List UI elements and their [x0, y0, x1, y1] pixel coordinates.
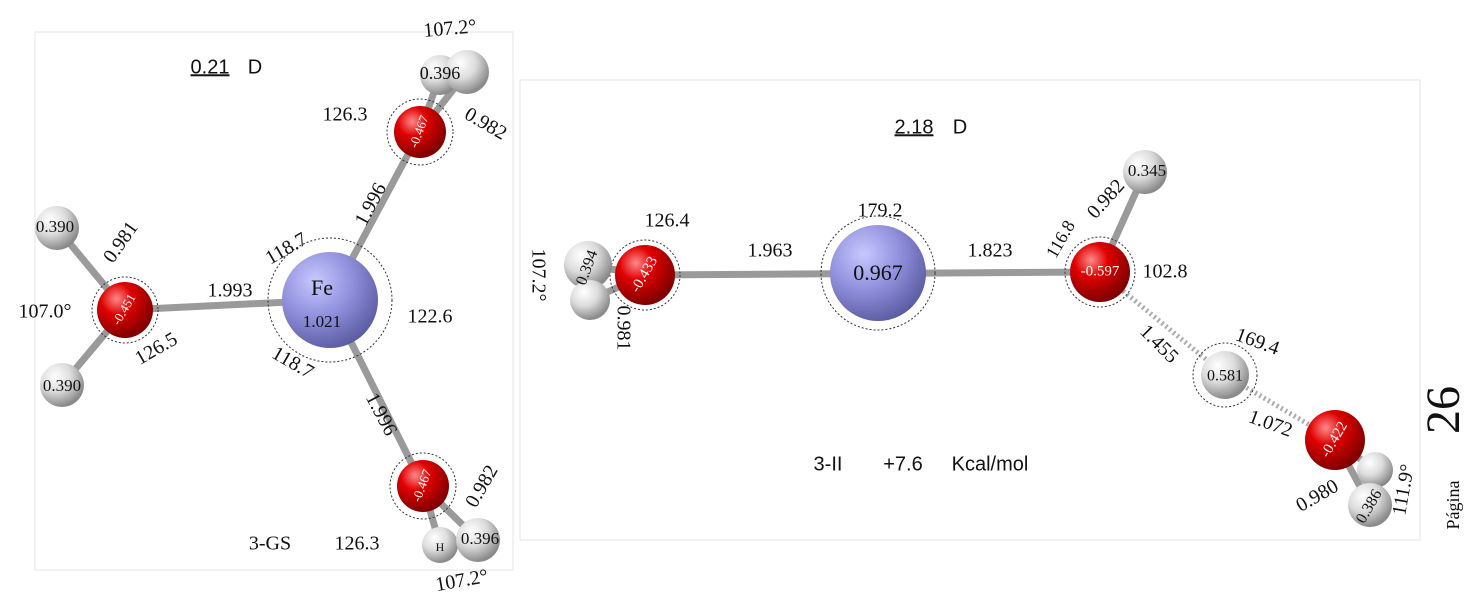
- angle-label: 107.2°: [527, 249, 549, 302]
- dipole-value: 2.18: [895, 116, 934, 138]
- charge-label: 0.345: [1128, 161, 1166, 180]
- distance-label: 1.823: [968, 240, 1013, 262]
- charge-label: 0.396: [420, 63, 461, 83]
- distance-label: 1.963: [748, 240, 793, 262]
- angle-label: 102.8: [1143, 261, 1188, 283]
- atom-symbol: H: [436, 540, 445, 554]
- angle-label: 126.3: [335, 533, 380, 555]
- distance-label: 0.981: [99, 217, 143, 266]
- distance-label: 0.981: [612, 306, 634, 351]
- charge-label: -0.597: [1081, 263, 1120, 279]
- energy-unit: Kcal/mol: [952, 453, 1029, 475]
- h-atom: [570, 280, 610, 320]
- distance-label: 0.982: [461, 461, 503, 511]
- atom-charge: 0.967: [853, 260, 903, 285]
- distance-label: 1.993: [208, 280, 253, 302]
- h-atom: [1357, 452, 1393, 488]
- energy-value: +7.6: [883, 453, 922, 475]
- distance-label: 0.982: [461, 103, 511, 145]
- dipole-value: 0.21: [191, 56, 230, 78]
- charge-label: 0.390: [43, 376, 81, 395]
- angle-label: 126.3: [323, 104, 368, 126]
- distance-label: 1.072: [1246, 406, 1296, 442]
- page-number: 26: [1417, 386, 1470, 434]
- angle-label: 122.6: [408, 306, 453, 328]
- state-label: 3-GS: [249, 533, 291, 555]
- charge-label: 0.581: [1207, 368, 1243, 385]
- angle-label: 107.0°: [19, 301, 72, 323]
- state-label: 3-II: [814, 453, 843, 475]
- distance-label: 0.980: [1292, 475, 1342, 517]
- angle-label: 116.8: [1042, 217, 1079, 262]
- angle-label: 169.4: [1233, 324, 1283, 360]
- angle-label: 126.4: [645, 210, 690, 232]
- atom-charge: 1.021: [303, 312, 341, 331]
- figure: 0.21 D 3-GS Fe 1.021 2.18 D 0.967 3-II +…: [0, 0, 1471, 601]
- angle-label: 179.2: [858, 200, 903, 222]
- angle-label: 118.7: [268, 342, 317, 383]
- dipole-unit: D: [953, 116, 967, 138]
- distance-label: 1.996: [361, 389, 402, 439]
- angle-label: 107.2°: [423, 15, 478, 42]
- page-prefix: Página: [1443, 480, 1463, 529]
- dipole-unit: D: [248, 56, 262, 78]
- atom-symbol: Fe: [311, 275, 333, 300]
- distance-label: 1.455: [1135, 320, 1182, 367]
- charge-label: 0.396: [461, 529, 499, 548]
- charge-label: 0.390: [36, 217, 74, 236]
